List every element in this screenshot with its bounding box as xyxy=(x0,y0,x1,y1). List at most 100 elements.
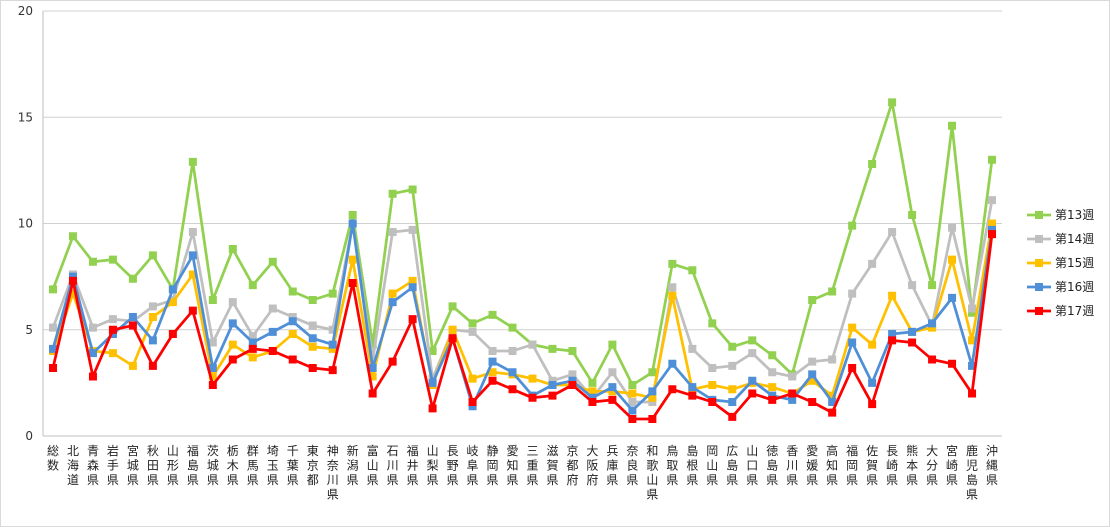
data-point xyxy=(88,372,97,381)
data-point xyxy=(768,383,777,392)
x-tick-label: 岩手県 xyxy=(107,443,119,487)
data-point xyxy=(768,368,777,377)
data-point xyxy=(88,257,97,266)
data-point xyxy=(188,251,197,260)
x-axis-categories: 総数北海道青森県岩手県宮城県秋田県山形県福島県茨城県栃木県群馬県埼玉県千葉県東京… xyxy=(47,443,998,502)
x-tick-label: 三重県 xyxy=(526,444,538,487)
series-3 xyxy=(48,219,997,402)
data-point xyxy=(748,349,757,358)
series-2 xyxy=(48,196,997,406)
data-point xyxy=(248,332,257,341)
data-point xyxy=(668,259,677,268)
x-tick-label: 愛媛県 xyxy=(806,444,818,487)
data-point xyxy=(408,283,417,292)
data-point xyxy=(568,347,577,355)
legend-label: 第14週 xyxy=(1055,232,1094,246)
data-point xyxy=(548,391,557,400)
x-tick-label: 鳥取県 xyxy=(666,443,678,487)
series-line xyxy=(51,101,994,387)
data-point xyxy=(248,281,257,290)
data-point xyxy=(88,323,97,332)
data-point xyxy=(848,338,857,347)
data-point xyxy=(708,381,717,389)
x-tick-label: 福島県 xyxy=(187,443,199,487)
x-tick-label: 東京都 xyxy=(307,444,319,487)
data-point xyxy=(868,400,877,409)
y-tick-label: 10 xyxy=(18,217,33,231)
data-point xyxy=(848,323,857,332)
data-point xyxy=(988,155,997,164)
data-point xyxy=(148,336,157,345)
data-point xyxy=(948,223,957,232)
data-point xyxy=(448,302,457,311)
data-point xyxy=(288,355,297,364)
data-point xyxy=(388,289,397,298)
data-point xyxy=(428,378,437,387)
data-point xyxy=(448,334,457,343)
data-point xyxy=(468,398,477,406)
data-point xyxy=(308,321,317,330)
x-tick-label: 茨城県 xyxy=(207,444,219,487)
data-point xyxy=(648,415,657,423)
x-tick-label: 福岡県 xyxy=(846,443,858,487)
x-tick-label: 福井県 xyxy=(407,443,419,487)
data-point xyxy=(768,351,777,360)
data-point xyxy=(108,315,117,324)
data-point xyxy=(148,361,157,370)
x-tick-label: 和歌山県 xyxy=(646,444,658,502)
data-point xyxy=(388,298,397,307)
data-point xyxy=(868,160,877,168)
data-point xyxy=(908,327,917,336)
x-tick-label: 山梨県 xyxy=(427,444,439,487)
series-line xyxy=(51,233,994,421)
x-tick-label: 岐阜県 xyxy=(467,444,479,487)
data-point xyxy=(228,355,237,364)
legend-label: 第15週 xyxy=(1055,256,1094,270)
data-point xyxy=(348,255,357,264)
series-line xyxy=(51,222,994,412)
x-tick-label: 大阪府 xyxy=(586,444,598,487)
x-tick-label: 滋賀県 xyxy=(546,444,558,487)
x-tick-label: 兵庫県 xyxy=(606,444,618,487)
x-tick-label: 宮崎県 xyxy=(946,443,958,487)
data-point xyxy=(888,336,897,345)
data-point xyxy=(468,402,477,411)
data-point xyxy=(188,306,197,315)
legend-item: 第17週 xyxy=(1027,304,1094,318)
data-point xyxy=(108,325,117,334)
data-point xyxy=(928,323,937,332)
data-point xyxy=(868,340,877,349)
data-point xyxy=(728,398,737,406)
data-point xyxy=(928,281,937,290)
x-tick-label: 新潟県 xyxy=(347,443,359,487)
data-point xyxy=(68,232,77,241)
gridlines xyxy=(42,10,1002,437)
data-point xyxy=(548,381,557,389)
data-point xyxy=(48,344,57,353)
legend-label: 第13週 xyxy=(1055,208,1094,222)
data-point xyxy=(128,317,137,326)
data-point xyxy=(428,404,437,413)
data-point xyxy=(328,344,337,353)
x-tick-label: 佐賀県 xyxy=(866,444,878,487)
legend-label: 第17週 xyxy=(1055,304,1094,318)
data-point xyxy=(488,357,497,366)
data-point xyxy=(208,338,217,347)
data-point xyxy=(468,319,477,328)
data-point xyxy=(808,398,817,406)
data-point xyxy=(528,374,537,383)
data-point xyxy=(308,334,317,343)
data-point xyxy=(248,353,257,362)
data-point xyxy=(368,389,377,398)
series-5 xyxy=(48,230,997,423)
x-tick-label: 愛知県 xyxy=(507,444,519,487)
x-tick-label: 秋田県 xyxy=(147,444,159,487)
data-point xyxy=(968,389,977,398)
data-point xyxy=(128,321,137,330)
legend-swatch-marker xyxy=(1035,211,1043,219)
data-point xyxy=(68,272,77,281)
data-point xyxy=(828,391,837,400)
data-point xyxy=(688,266,697,275)
